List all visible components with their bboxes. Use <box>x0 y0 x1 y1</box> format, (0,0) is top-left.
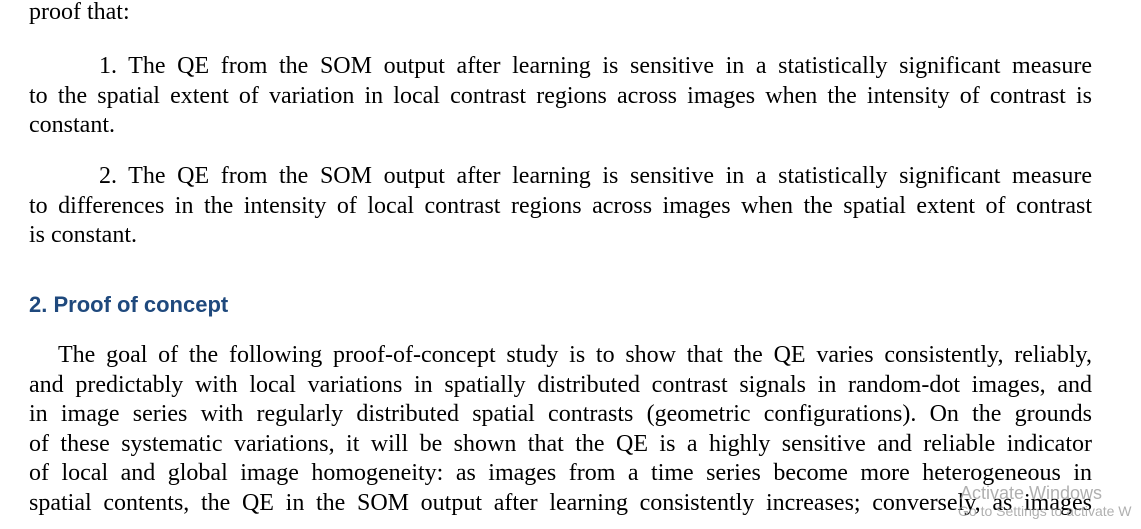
activate-windows-watermark: Activate Windows Go to Settings to activ… <box>958 484 1132 520</box>
list-item-1-line-3: constant. <box>29 112 115 138</box>
paragraph-line-5: of local and global image homogeneity: a… <box>29 460 1092 486</box>
list-item-1-line-2: to the spatial extent of variation in lo… <box>29 82 1092 109</box>
list-item-2: 2. The QE from the SOM output after lear… <box>29 162 1092 251</box>
body-paragraph: The goal of the following proof-of-conce… <box>29 341 1092 518</box>
list-item-1-line-1: 1. The QE from the SOM output after lear… <box>99 53 1092 79</box>
section-heading: 2. Proof of concept <box>29 292 229 317</box>
paragraph-line-1: The goal of the following proof-of-conce… <box>58 342 1092 368</box>
paragraph-line-4: of these systematic variations, it will … <box>29 430 1092 457</box>
watermark-title: Activate Windows <box>960 483 1103 503</box>
list-item-2-line-1: 2. The QE from the SOM output after lear… <box>99 163 1092 189</box>
paragraph-line-3: in image series with regularly distribut… <box>29 401 1092 427</box>
paragraph-line-6: spatial contents, the QE in the SOM outp… <box>29 489 1092 516</box>
list-item-1: 1. The QE from the SOM output after lear… <box>29 52 1092 141</box>
paragraph-line-2: and predictably with local variations in… <box>29 371 1092 398</box>
list-item-2-line-3: is constant. <box>29 222 137 248</box>
intro-line: proof that: <box>29 0 130 25</box>
watermark-subtitle: Go to Settings to activate W <box>958 503 1132 519</box>
list-item-2-line-2: to differences in the intensity of local… <box>29 192 1092 219</box>
